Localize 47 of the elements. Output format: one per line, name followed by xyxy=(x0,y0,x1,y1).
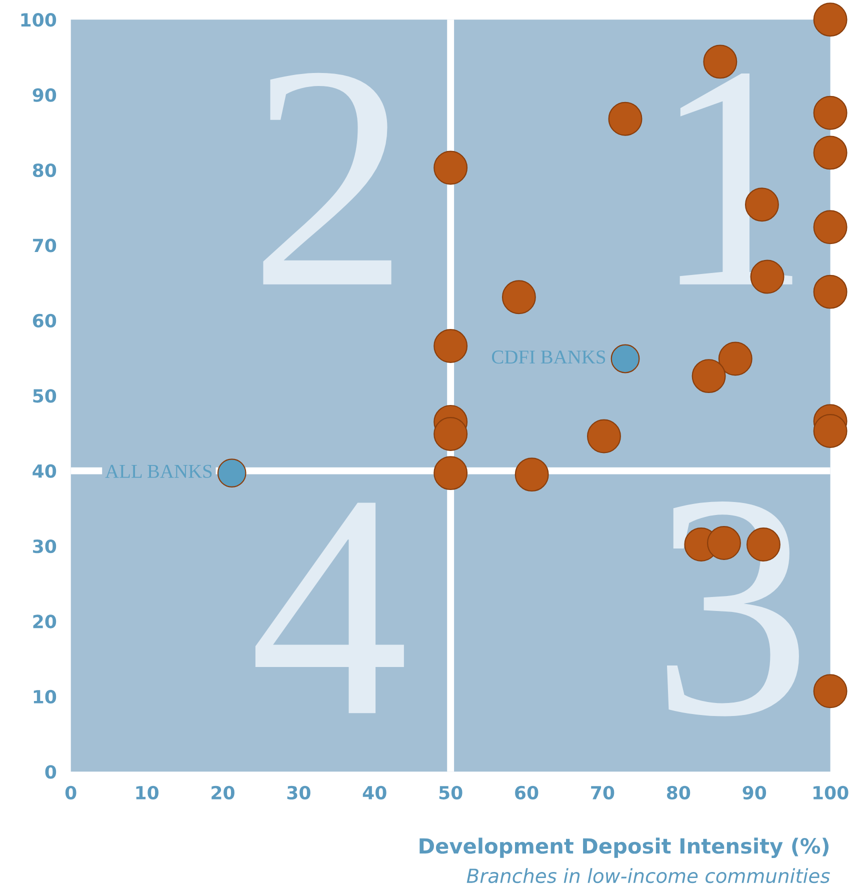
series-label: CDFI BANKS xyxy=(492,350,606,364)
y-tick-label: 40 xyxy=(32,464,56,478)
point xyxy=(718,342,752,376)
y-tick-label: 80 xyxy=(32,163,56,178)
x-axis-title: Development Deposit Intensity (%) xyxy=(420,838,829,858)
point xyxy=(813,674,848,708)
point xyxy=(608,102,642,136)
series-label: ALL BANKS xyxy=(105,464,212,478)
point xyxy=(434,150,468,185)
x-tick-label: 60 xyxy=(515,786,538,800)
x-tick-label: 20 xyxy=(212,786,234,800)
point xyxy=(514,458,549,492)
point xyxy=(813,210,848,244)
annotation: 4 xyxy=(255,502,404,714)
y-tick-label: 100 xyxy=(21,13,56,27)
x-tick-label: 100 xyxy=(813,786,848,800)
point xyxy=(813,2,848,37)
point xyxy=(610,344,640,374)
x-tick-label: 40 xyxy=(362,786,386,800)
x-tick-label: 70 xyxy=(591,786,614,800)
y-tick-label: 10 xyxy=(34,690,56,704)
point xyxy=(434,328,468,363)
point xyxy=(813,414,848,448)
x-tick-label: 80 xyxy=(666,786,690,800)
annotation: 2 xyxy=(263,72,392,284)
x-tick-label: 90 xyxy=(742,786,766,800)
x-tick-label: 10 xyxy=(136,786,158,800)
point xyxy=(813,274,848,309)
y-tick-label: 50 xyxy=(33,389,56,403)
y-tick-label: 60 xyxy=(32,314,56,328)
point xyxy=(692,359,726,394)
y-tick-label: 20 xyxy=(33,614,56,628)
point xyxy=(813,136,848,170)
y-tick-label: 90 xyxy=(32,88,56,102)
y-tick-label: 30 xyxy=(33,539,56,554)
y-tick-label: 0 xyxy=(45,765,56,779)
point xyxy=(434,456,468,490)
text: Branches in low-income communities xyxy=(466,868,830,884)
x-tick-label: 0 xyxy=(65,786,76,800)
point xyxy=(434,416,468,451)
point xyxy=(813,96,848,130)
y-tick-label: 70 xyxy=(33,238,56,252)
point xyxy=(587,419,621,454)
point xyxy=(502,280,536,314)
x-tick-label: 50 xyxy=(439,786,462,800)
x-tick-label: 30 xyxy=(287,786,310,800)
point xyxy=(217,458,246,488)
